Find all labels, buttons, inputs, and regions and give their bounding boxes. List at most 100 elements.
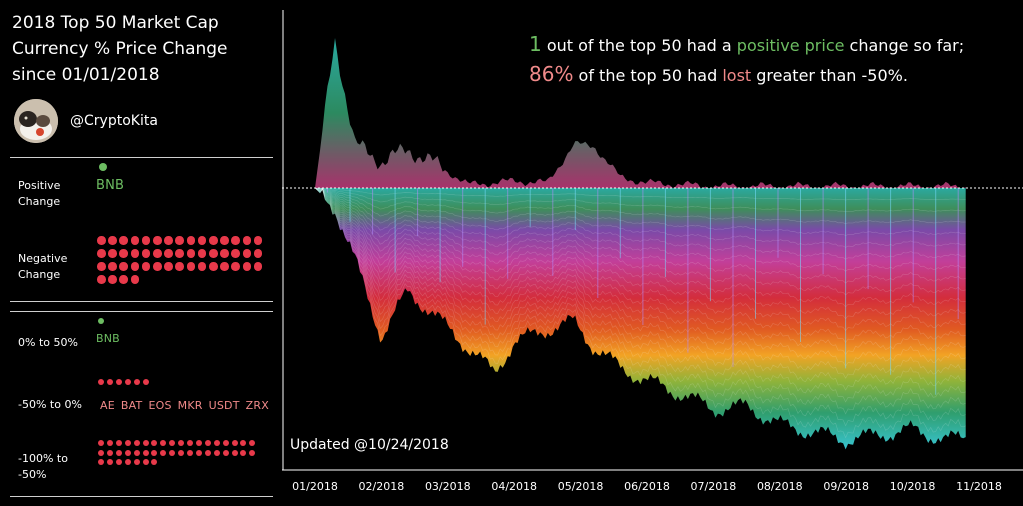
x-tick-label: 03/2018: [425, 480, 471, 493]
bucket-neg100-to-neg50-dot: [231, 440, 238, 446]
bucket-neg50-to-0-coins: AE BAT EOS MKR USDT ZRX: [100, 399, 275, 412]
negative-dot: [108, 249, 117, 258]
negative-area: [315, 188, 966, 450]
coin-series-line: [314, 187, 966, 248]
bucket-neg100-to-neg50-dot: [124, 440, 131, 446]
headline-text: 1 out of the top 50 had a positive price…: [529, 30, 1009, 90]
coin-series-line: [314, 187, 966, 439]
x-tick-label: 11/2018: [956, 480, 1002, 493]
positive-dot: [99, 163, 107, 171]
negative-dot: [220, 236, 229, 245]
negative-dot: [197, 249, 207, 258]
negative-dot: [242, 236, 252, 245]
bucket-0-to-50-dot: [98, 318, 104, 324]
bucket-neg100-to-neg50-dot: [115, 440, 122, 446]
bucket-neg100-to-neg50-dot: [169, 440, 176, 446]
negative-dot: [175, 249, 184, 258]
updated-timestamp: Updated @10/24/2018: [290, 437, 449, 453]
bucket-neg100-to-neg50-dot: [249, 449, 256, 456]
bucket-neg100-to-neg50-dot: [195, 440, 202, 446]
bucket-neg100-to-neg50-dot: [124, 459, 131, 465]
negative-dot: [186, 249, 196, 258]
bucket-neg100-to-neg50-dot: [178, 440, 185, 446]
negative-dot: [130, 275, 140, 284]
streamgraph-chart: 01/2018 02/2018 03/2018 04/2018 05/2018 06/20…: [282, 10, 1023, 493]
negative-dot: [153, 249, 162, 258]
bucket-neg100-to-neg50-dot: [106, 440, 113, 446]
bucket-neg100-to-neg50-dot: [213, 440, 220, 446]
negative-dot: [175, 262, 184, 271]
bucket-neg50-to-0-dot: [143, 379, 149, 385]
coin-series-line: [314, 187, 966, 284]
coin-series-line: [314, 187, 966, 272]
bucket-neg100-to-neg50-dot: [98, 449, 104, 456]
bucket-neg100-to-neg50-dot: [213, 449, 220, 456]
negative-dot: [97, 262, 106, 271]
negative-dot: [97, 275, 106, 284]
headline-line-2-pre: of the top 50 had: [573, 66, 723, 85]
avatar: [14, 99, 58, 143]
coin-series-line: [314, 187, 966, 379]
negative-dot: [231, 262, 240, 271]
positive-area: [315, 38, 966, 188]
negative-dot: [253, 236, 263, 245]
bucket-0-to-50-label: 0% to 50%: [18, 336, 78, 349]
coin-series-line: [314, 187, 966, 355]
bucket-neg100-to-neg50-dot: [133, 459, 140, 465]
positive-change-label: Positive Change: [18, 179, 61, 208]
bucket-neg100-to-neg50-label: -100% to -50%: [18, 452, 68, 481]
negative-dot: [164, 236, 173, 245]
coin-series-line: [314, 187, 966, 236]
coin-label-ae: AE: [100, 399, 115, 412]
negative-dot: [209, 236, 218, 245]
bucket-neg100-to-neg50-dot: [133, 449, 140, 456]
bucket-neg50-to-0-dot: [134, 379, 140, 385]
left-panel: 2018 Top 50 Market Cap Currency % Price …: [0, 0, 282, 506]
bucket-neg50-to-0-dot: [107, 379, 113, 385]
coin-label-bat: BAT: [120, 399, 143, 412]
positive-coin-label: BNB: [96, 178, 125, 193]
x-tick-label: 10/2018: [890, 480, 936, 493]
bucket-neg50-to-0-dot: [98, 379, 104, 385]
negative-dot: [97, 249, 106, 258]
negative-dot: [119, 262, 128, 271]
coin-series-line: [314, 187, 966, 415]
twitter-handle[interactable]: @CryptoKita: [70, 113, 158, 129]
coin-series-line: [314, 187, 966, 344]
bucket-neg100-to-neg50-dot: [249, 440, 256, 446]
headline-line-2-post: greater than -50%.: [751, 66, 908, 85]
bucket-neg50-to-0-dot: [125, 379, 131, 385]
coin-label-usdt: USDT: [208, 399, 240, 412]
x-tick-label: 06/2018: [624, 480, 670, 493]
coin-series-line: [314, 187, 966, 403]
bucket-neg100-to-neg50-dot: [160, 449, 167, 456]
coin-series-line: [314, 187, 966, 367]
divider: [10, 311, 273, 312]
title-line-1: 2018 Top 50 Market Cap: [12, 13, 219, 33]
bucket-neg100-to-neg50-dot: [151, 449, 158, 456]
headline-positive-count: 1: [529, 32, 542, 56]
coin-series-line: [314, 187, 966, 296]
bucket-neg100-to-neg50-dot: [160, 440, 167, 446]
bucket-neg100-to-neg50-dot: [142, 440, 149, 446]
bucket-neg50-to-0-dot: [116, 379, 122, 385]
cat-avatar-icon: [14, 99, 58, 143]
negative-change-label: Negative Change: [18, 252, 68, 281]
bucket-neg50-to-0-label: -50% to 0%: [18, 398, 82, 411]
negative-dot: [153, 262, 162, 271]
negative-dot: [231, 236, 240, 245]
negative-dot: [141, 236, 151, 245]
negative-dot: [231, 249, 240, 258]
negative-dot: [97, 236, 106, 245]
negative-dot: [209, 249, 218, 258]
divider: [10, 496, 273, 497]
bucket-neg100-to-neg50-dot: [124, 449, 131, 456]
negative-dot: [220, 262, 229, 271]
headline-positive-highlight: positive price: [736, 36, 845, 55]
bucket-neg100-to-neg50-dot: [187, 449, 193, 456]
bucket-neg100-to-neg50-dot: [222, 440, 229, 446]
title-line-3: since 01/01/2018: [12, 65, 160, 85]
bucket-neg100-to-neg50-dot: [133, 440, 140, 446]
negative-dot: [242, 262, 252, 271]
negative-dot: [175, 236, 184, 245]
